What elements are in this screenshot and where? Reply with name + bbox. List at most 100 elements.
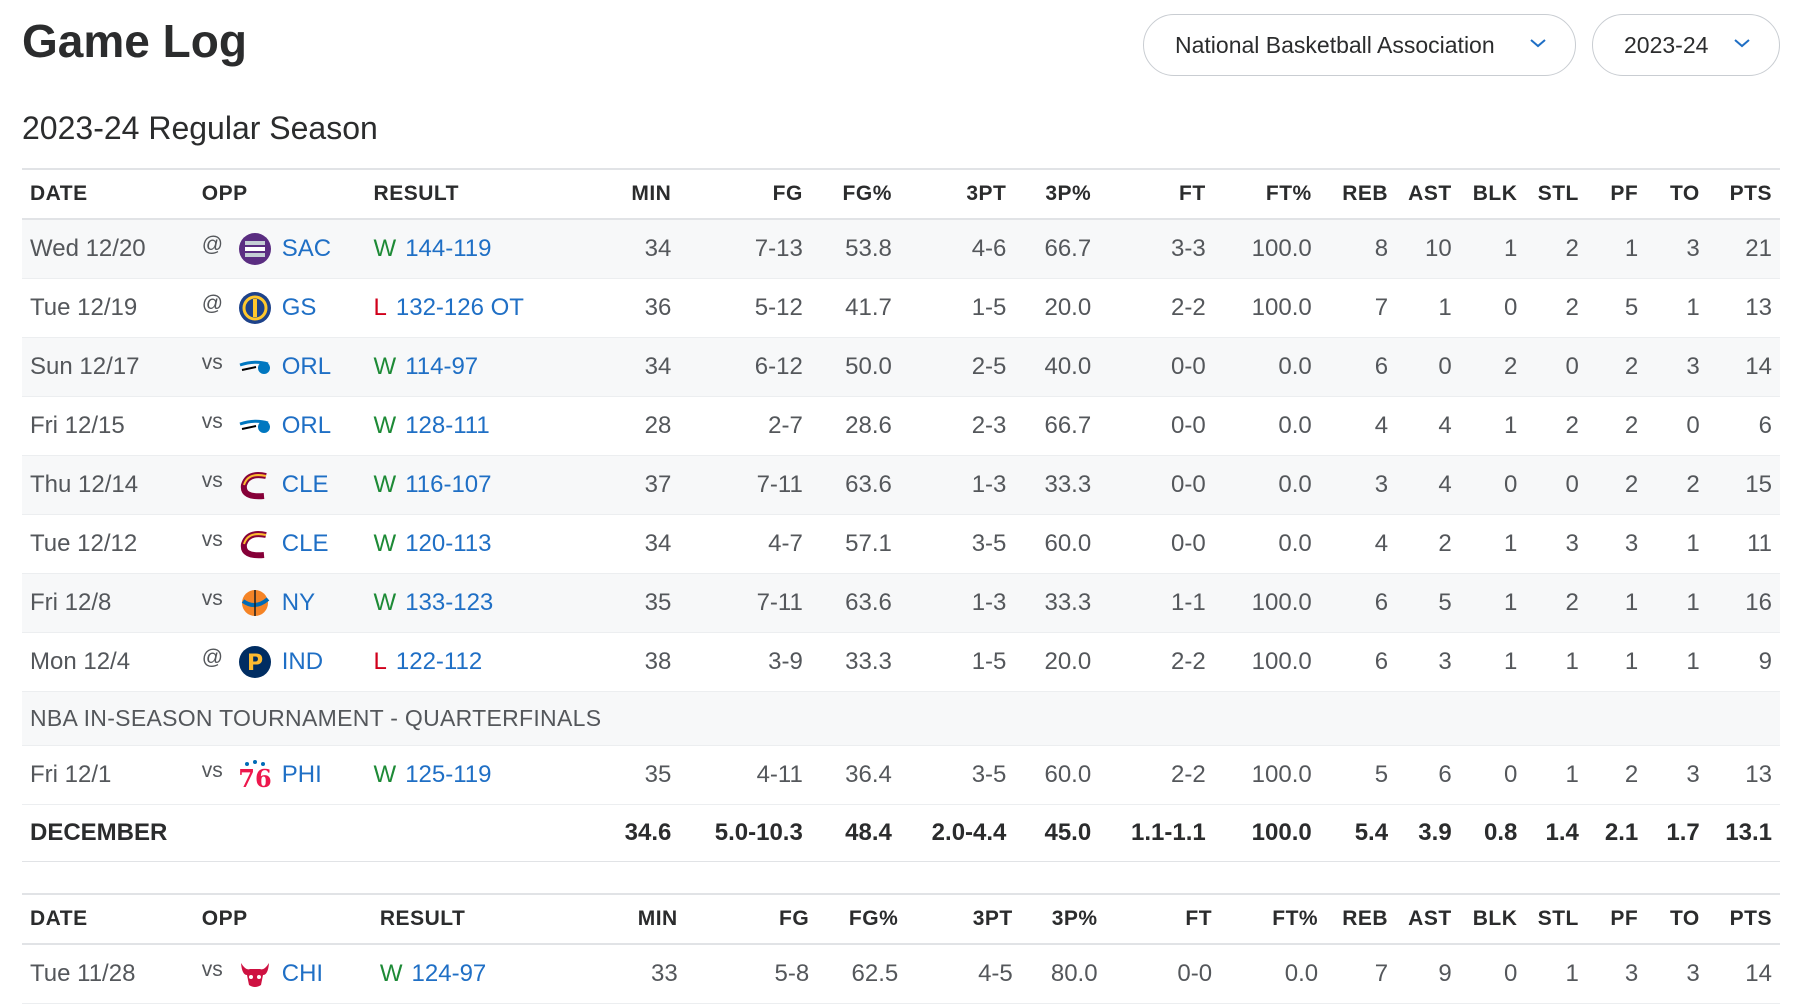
- game-date: Fri 12/1: [22, 745, 194, 805]
- column-header: AST: [1396, 168, 1460, 220]
- stat-3p-pct: 40.0: [1014, 337, 1100, 397]
- result-cell: W 114-97: [365, 337, 565, 397]
- game-score-link[interactable]: 128-111: [405, 412, 490, 439]
- opponent-link[interactable]: ORL: [281, 412, 332, 439]
- stat-min: 35: [564, 573, 680, 633]
- stat-ft-pct: 0.0: [1213, 455, 1320, 515]
- stat-stl: 1: [1525, 944, 1587, 1004]
- column-header: DATE: [22, 168, 194, 220]
- knicks-logo-icon: [238, 586, 272, 620]
- stat-ast: 3: [1396, 632, 1460, 692]
- stat-fg: 4-7: [679, 514, 811, 574]
- game-score-link[interactable]: 114-97: [405, 353, 479, 380]
- game-row: Tue 12/19 @ GS L 132-126 OT 36 5-12 41.7 1-5 20.0…: [22, 278, 1780, 338]
- month-average-row: DECEMBER 34.6 5.0-10.3 48.4 2.0-4.4 45.0 1.1-1…: [22, 804, 1780, 862]
- stat-pts: 9: [1707, 632, 1780, 692]
- opponent-link[interactable]: GS: [281, 294, 317, 321]
- stat-ast: 5: [1396, 573, 1460, 633]
- opponent-link[interactable]: ORL: [281, 353, 332, 380]
- column-header: FT: [1099, 168, 1214, 220]
- game-score-link[interactable]: 144-119: [405, 235, 492, 262]
- event-note: NBA IN-SEASON TOURNAMENT - QUARTERFINALS: [22, 691, 1780, 746]
- stat-to: 1: [1646, 573, 1708, 633]
- magic-logo-icon: [238, 350, 272, 384]
- opponent-link[interactable]: PHI: [281, 761, 322, 788]
- column-header: MIN: [564, 168, 680, 220]
- game-date: Fri 12/8: [22, 573, 194, 633]
- avg-blk: 0.8: [1459, 804, 1526, 862]
- stat-3pt: 3-5: [899, 745, 1015, 805]
- opponent-link[interactable]: NY: [281, 589, 316, 616]
- opponent-cell: vs 76 PHI: [193, 745, 366, 805]
- stat-min: 34: [564, 514, 680, 574]
- opponent-cell: @ SAC: [193, 219, 366, 279]
- result-cell: L 122-112: [365, 632, 565, 692]
- opponent-link[interactable]: CLE: [281, 530, 329, 557]
- stat-reb: 6: [1319, 337, 1397, 397]
- column-header: PTS: [1707, 893, 1780, 945]
- avg-pts: 13.1: [1707, 804, 1780, 862]
- stat-ast: 10: [1396, 219, 1460, 279]
- stat-blk: 0: [1459, 745, 1526, 805]
- game-date: Wed 12/20: [22, 219, 194, 279]
- game-score-link[interactable]: 132-126 OT: [395, 294, 524, 321]
- opponent-link[interactable]: IND: [281, 648, 324, 675]
- stat-min: 36: [564, 278, 680, 338]
- column-header: 3P%: [1014, 168, 1100, 220]
- stat-fg: 7-13: [679, 219, 811, 279]
- stat-pf: 2: [1586, 337, 1647, 397]
- stat-fg: 5-12: [679, 278, 811, 338]
- game-date: Sun 12/17: [22, 337, 194, 397]
- game-row: Fri 12/8 vs NY W 133-123 35 7-11 63.6 1-3 33.3 1-1…: [22, 573, 1780, 633]
- opponent-link[interactable]: SAC: [281, 235, 332, 262]
- game-date: Tue 12/19: [22, 278, 194, 338]
- stat-ast: 2: [1396, 514, 1460, 574]
- game-score-link[interactable]: 116-107: [405, 471, 492, 498]
- stat-fg: 3-9: [679, 632, 811, 692]
- column-header: FG: [679, 168, 811, 220]
- win-loss-indicator: W: [373, 235, 397, 262]
- stat-3pt: 4-5: [906, 944, 1021, 1004]
- stat-ft: 0-0: [1099, 396, 1214, 456]
- column-header: BLK: [1459, 893, 1526, 945]
- game-score-link[interactable]: 133-123: [405, 589, 494, 616]
- home-away-indicator: vs: [201, 759, 223, 782]
- stat-min: 38: [564, 632, 680, 692]
- column-header: STL: [1525, 168, 1587, 220]
- home-away-indicator: @: [201, 646, 224, 669]
- result-cell: W 133-123: [365, 573, 565, 633]
- stat-ft-pct: 100.0: [1213, 278, 1320, 338]
- stat-3p-pct: 60.0: [1014, 514, 1100, 574]
- stat-3p-pct: 33.3: [1014, 455, 1100, 515]
- game-row: Thu 12/14 vs CLE W 116-107 37 7-11 63.6 1-3 33.3 0…: [22, 455, 1780, 515]
- stat-3p-pct: 20.0: [1014, 632, 1100, 692]
- stat-fg-pct: 63.6: [810, 573, 900, 633]
- stat-ft: 0-0: [1099, 514, 1214, 574]
- game-score-link[interactable]: 125-119: [405, 761, 492, 788]
- game-score-link[interactable]: 124-97: [411, 960, 487, 987]
- column-header: 3PT: [906, 893, 1021, 945]
- column-header: RESULT: [371, 893, 572, 945]
- stat-pf: 3: [1586, 514, 1647, 574]
- column-header: BLK: [1459, 168, 1526, 220]
- column-header: DATE: [22, 893, 194, 945]
- home-away-indicator: vs: [201, 958, 223, 981]
- game-score-link[interactable]: 122-112: [395, 648, 483, 675]
- column-header: FT%: [1220, 893, 1327, 945]
- opponent-link[interactable]: CLE: [281, 471, 329, 498]
- league-select[interactable]: National Basketball Association: [1143, 14, 1576, 76]
- win-loss-indicator: L: [373, 648, 387, 675]
- stat-pts: 6: [1707, 396, 1780, 456]
- stat-blk: 1: [1459, 219, 1526, 279]
- avg-stl: 1.4: [1525, 804, 1587, 862]
- opponent-cell: vs CHI: [193, 944, 372, 1004]
- stat-ast: 4: [1396, 455, 1460, 515]
- game-score-link[interactable]: 120-113: [405, 530, 492, 557]
- stat-pf: 1: [1586, 219, 1647, 279]
- stat-fg-pct: 63.6: [810, 455, 900, 515]
- season-select[interactable]: 2023-24: [1592, 14, 1780, 76]
- game-row: Tue 12/12 vs CLE W 120-113 34 4-7 57.1 3-5 60.0 0-…: [22, 514, 1780, 574]
- opponent-link[interactable]: CHI: [281, 960, 324, 987]
- stat-to: 3: [1646, 745, 1708, 805]
- stat-reb: 3: [1319, 455, 1397, 515]
